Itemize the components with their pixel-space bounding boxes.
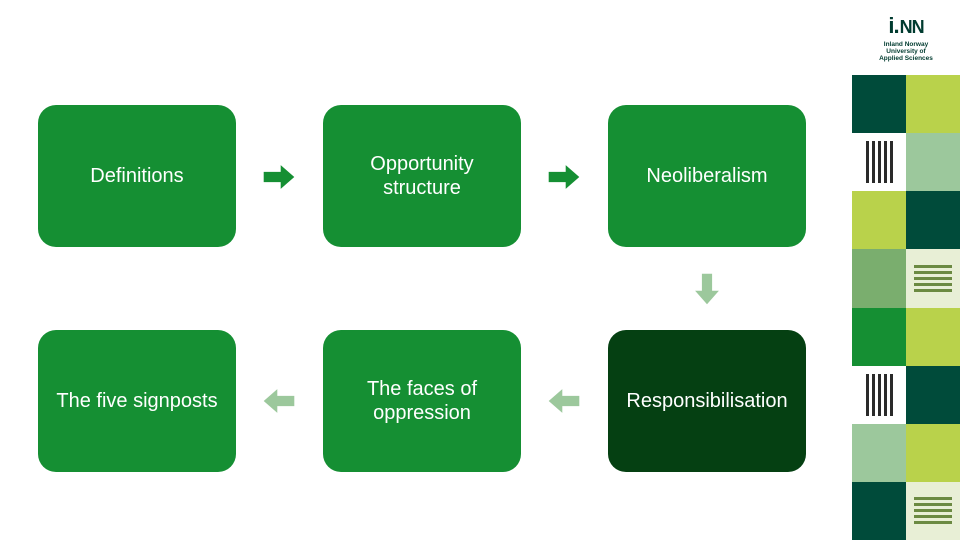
logo-wordmark: i.NN (888, 13, 923, 39)
flow-node-label: Opportunitystructure (370, 152, 473, 200)
flow-node-neoliberalism: Neoliberalism (608, 105, 806, 247)
flow-node-label: Responsibilisation (626, 389, 787, 413)
pattern-cell (906, 75, 960, 133)
flow-node-label: Definitions (90, 164, 183, 188)
pattern-cell (906, 482, 960, 540)
pattern-cell (852, 75, 906, 133)
pattern-cell (852, 482, 906, 540)
arrow-left-icon (547, 384, 581, 418)
pattern-cell (852, 424, 906, 482)
pattern-cell (906, 191, 960, 249)
pattern-cell (906, 366, 960, 424)
brand-sidebar: i.NN Inland NorwayUniversity ofApplied S… (852, 0, 960, 540)
flow-node-definitions: Definitions (38, 105, 236, 247)
arrow-right-icon (547, 160, 581, 194)
decorative-pattern (852, 75, 960, 540)
pattern-cell (906, 133, 960, 191)
flow-node-label: The five signposts (56, 389, 217, 413)
pattern-cell (852, 133, 906, 191)
arrow-left-icon (262, 384, 296, 418)
slide-canvas: Definitions Opportunitystructure Neolibe… (0, 0, 852, 540)
pattern-cell (852, 308, 906, 366)
pattern-cell (852, 191, 906, 249)
arrow-down-icon (690, 272, 724, 306)
flow-node-responsibilisation: Responsibilisation (608, 330, 806, 472)
university-logo: i.NN Inland NorwayUniversity ofApplied S… (852, 0, 960, 75)
logo-subtitle: Inland NorwayUniversity ofApplied Scienc… (879, 41, 933, 62)
flow-node-signposts: The five signposts (38, 330, 236, 472)
pattern-cell (852, 249, 906, 307)
flow-node-label: The faces ofoppression (367, 377, 477, 425)
pattern-cell (852, 366, 906, 424)
arrow-right-icon (262, 160, 296, 194)
pattern-cell (906, 308, 960, 366)
flow-node-label: Neoliberalism (646, 164, 767, 188)
flow-node-faces: The faces ofoppression (323, 330, 521, 472)
pattern-cell (906, 424, 960, 482)
flow-node-opportunity: Opportunitystructure (323, 105, 521, 247)
pattern-cell (906, 249, 960, 307)
